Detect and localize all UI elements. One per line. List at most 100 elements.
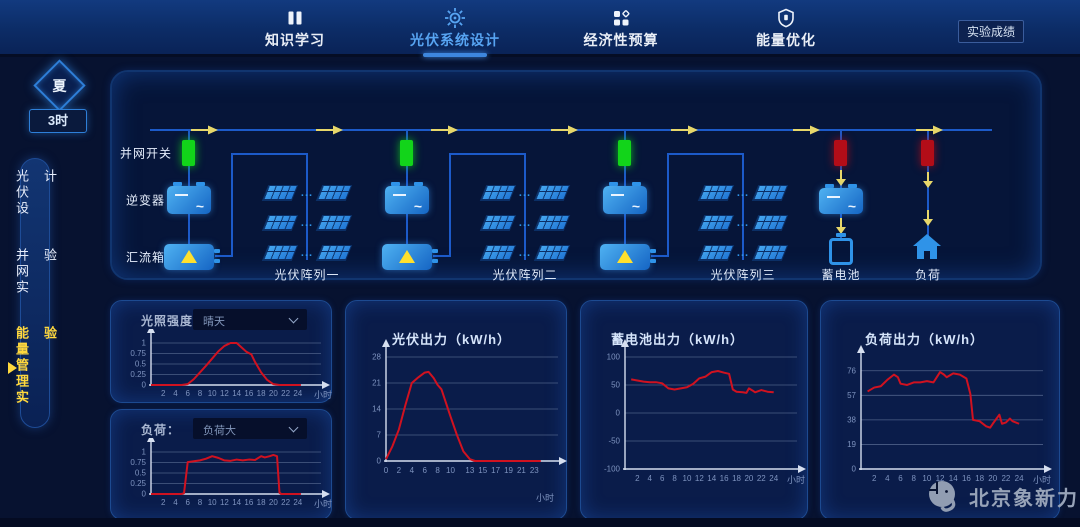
svg-text:18: 18 xyxy=(257,389,266,398)
tab-pv-system-design[interactable]: 光伏系统设计 xyxy=(390,0,520,57)
irradiance-select[interactable]: 晴天 xyxy=(193,309,307,330)
experiment-menu: 光伏设计 并网实验 能量管理实验 xyxy=(14,158,57,428)
svg-text:14: 14 xyxy=(707,474,716,483)
svg-text:2: 2 xyxy=(161,389,166,398)
grid-switch-3[interactable] xyxy=(618,140,631,166)
chevron-down-icon xyxy=(288,422,299,433)
svg-text:19: 19 xyxy=(847,440,856,449)
battery-converter-icon: ~ xyxy=(819,184,863,214)
warning-triangle-icon xyxy=(399,250,415,263)
solar-panel-icon xyxy=(479,185,517,201)
pv-array-1-label: 光伏阵列一 xyxy=(274,268,340,282)
active-tab-underline xyxy=(423,53,487,57)
solar-panel-icon xyxy=(533,245,571,261)
sidebar-item-pv-design[interactable]: 光伏设计 xyxy=(14,169,57,217)
flow-down-arrow-icon xyxy=(922,172,934,188)
irradiance-select-value: 晴天 xyxy=(203,316,225,328)
solar-panel-icon xyxy=(315,215,353,231)
battery-icon xyxy=(829,238,853,265)
svg-text:0: 0 xyxy=(384,466,389,475)
grid-switch-2[interactable] xyxy=(400,140,413,166)
svg-text:18: 18 xyxy=(975,474,984,483)
solar-panel-icon xyxy=(697,185,735,201)
battery-output-panel: 蓄电池出力（kW/h） -100 -50 0 50 100 2 4 6 8 10 12 14 16 18 2… xyxy=(580,300,808,520)
grid-icon xyxy=(614,10,630,26)
svg-text:24: 24 xyxy=(1015,474,1024,483)
svg-text:0: 0 xyxy=(142,381,147,390)
solar-panel-icon xyxy=(751,245,789,261)
solar-panel-icon xyxy=(533,185,571,201)
sidebar-item-energy-management-experiment[interactable]: 能量管理实验 xyxy=(14,326,57,407)
season-label: 夏 xyxy=(52,77,67,94)
battery-label: 蓄电池 xyxy=(821,268,861,282)
tab-energy-optimization[interactable]: 能量优化 xyxy=(721,0,851,57)
tab-economic-budget[interactable]: 经济性预算 xyxy=(556,0,686,57)
top-nav: 知识学习 光伏系统设计 经济性预算 xyxy=(0,0,1080,57)
shield-icon xyxy=(778,8,794,28)
solar-panel-icon xyxy=(261,185,299,201)
season-badge[interactable]: 夏 xyxy=(33,59,86,112)
svg-text:4: 4 xyxy=(173,498,178,507)
solar-panel-icon xyxy=(261,245,299,261)
sidebar-item-grid-connection-experiment[interactable]: 并网实验 xyxy=(14,247,57,296)
combiner-box-icon-2 xyxy=(382,244,438,270)
svg-text:10: 10 xyxy=(208,498,217,507)
svg-text:8: 8 xyxy=(198,498,203,507)
solar-panel-icon xyxy=(697,215,735,231)
svg-text:50: 50 xyxy=(611,381,620,390)
svg-text:2: 2 xyxy=(872,474,877,483)
exam-score-button[interactable]: 实验成绩 xyxy=(958,20,1024,43)
diagram-label-grid-switch: 并网开关 xyxy=(120,146,173,161)
svg-text:18: 18 xyxy=(732,474,741,483)
load-profile-select[interactable]: 负荷大 xyxy=(193,418,307,439)
elephant-logo-icon xyxy=(929,481,956,512)
svg-text:20: 20 xyxy=(744,474,753,483)
wires-layer xyxy=(150,125,992,257)
svg-text:16: 16 xyxy=(244,389,253,398)
pv-array-3-label: 光伏阵列三 xyxy=(710,268,776,282)
svg-text:10: 10 xyxy=(683,474,692,483)
svg-text:100: 100 xyxy=(607,353,621,362)
flow-down-arrow-icon xyxy=(922,210,934,226)
svg-text:-100: -100 xyxy=(604,465,621,474)
time-badge[interactable]: 3时 xyxy=(29,109,87,133)
inverter-icon-2: ~ xyxy=(385,182,429,214)
battery-switch[interactable] xyxy=(834,140,847,166)
svg-text:1: 1 xyxy=(142,448,147,457)
pv-array-2-label: 光伏阵列二 xyxy=(492,268,558,282)
solar-panel-icon xyxy=(533,215,571,231)
svg-text:4: 4 xyxy=(885,474,890,483)
load-profile-select-value: 负荷大 xyxy=(203,425,236,437)
svg-text:20: 20 xyxy=(269,389,278,398)
svg-text:28: 28 xyxy=(372,353,381,362)
svg-text:57: 57 xyxy=(847,391,856,400)
svg-text:6: 6 xyxy=(185,498,190,507)
svg-text:21: 21 xyxy=(517,466,526,475)
combiner-box-icon-1 xyxy=(164,244,220,270)
svg-text:小时: 小时 xyxy=(314,498,332,509)
load-switch[interactable] xyxy=(921,140,934,166)
inverter-icon-3: ~ xyxy=(603,182,647,214)
grid-switch-1[interactable] xyxy=(182,140,195,166)
tab-label: 能量优化 xyxy=(756,32,816,48)
svg-text:22: 22 xyxy=(757,474,766,483)
tab-knowledge-learning[interactable]: 知识学习 xyxy=(230,0,360,57)
svg-text:17: 17 xyxy=(491,466,500,475)
svg-text:12: 12 xyxy=(220,498,229,507)
svg-text:6: 6 xyxy=(660,474,665,483)
svg-text:2: 2 xyxy=(635,474,640,483)
pv-array-3: ... ... ... xyxy=(697,184,789,266)
brand-logo: 北京象新力 xyxy=(925,478,1079,514)
svg-text:6: 6 xyxy=(185,389,190,398)
svg-text:22: 22 xyxy=(1001,474,1010,483)
svg-text:8: 8 xyxy=(672,474,677,483)
svg-text:0: 0 xyxy=(616,409,621,418)
battery-output-title: 蓄电池出力（kW/h） xyxy=(611,332,745,347)
svg-text:16: 16 xyxy=(244,498,253,507)
svg-text:10: 10 xyxy=(446,466,455,475)
svg-text:8: 8 xyxy=(911,474,916,483)
svg-text:20: 20 xyxy=(269,498,278,507)
svg-text:18: 18 xyxy=(257,498,266,507)
